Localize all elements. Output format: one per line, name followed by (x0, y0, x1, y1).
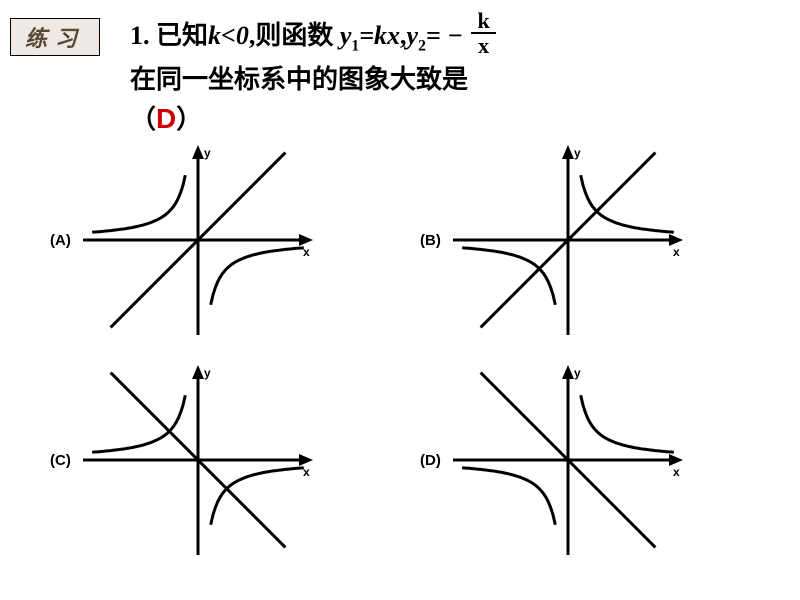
choice-D-graph: xy (453, 365, 683, 555)
paren-close: ） (176, 105, 202, 134)
choice-A-graph: xy (83, 145, 313, 335)
q-number: 1. (130, 21, 150, 50)
choice-C-graph: xy (83, 365, 313, 555)
choice-C-label: (C) (50, 452, 71, 469)
choice-B-label: (B) (420, 232, 441, 249)
q-mid1: ,则函数 (249, 21, 334, 50)
choice-A-label: (A) (50, 232, 71, 249)
choice-B-graph: xy (453, 145, 683, 335)
q-eq: = (359, 21, 374, 50)
svg-text:x: x (673, 465, 680, 479)
answer: D (156, 103, 176, 134)
paren-open: （ (130, 105, 156, 134)
question-line2: 在同一坐标系中的图象大致是 (130, 62, 780, 98)
svg-text:y: y (574, 366, 581, 380)
choices-grid: (A) xy (B) xy (C) xy (D) xy (50, 145, 750, 555)
choice-A: (A) xy (50, 145, 380, 335)
choice-D: (D) xy (420, 365, 750, 555)
q-sub2: 2 (418, 37, 426, 54)
q-prefix: 已知 (156, 21, 208, 50)
fraction: k x (471, 10, 495, 58)
svg-text:x: x (303, 245, 310, 259)
frac-den: x (471, 34, 495, 58)
q-eqneg: = − (426, 21, 463, 50)
header-title: 练习 (25, 26, 85, 51)
svg-text:x: x (673, 245, 680, 259)
frac-num: k (471, 10, 495, 34)
q-kx: kx (374, 21, 400, 50)
question-block: 1. 已知k<0,则函数 y1=kx,y2= − k x 在同一坐标系中的图象大… (130, 14, 780, 138)
q-cond: k<0 (208, 21, 249, 50)
svg-text:y: y (204, 366, 211, 380)
svg-text:y: y (574, 146, 581, 160)
header-badge: 练习 (10, 18, 100, 56)
svg-text:x: x (303, 465, 310, 479)
question-line1: 1. 已知k<0,则函数 y1=kx,y2= − k x (130, 14, 780, 62)
choice-C: (C) xy (50, 365, 380, 555)
q-y2: y (407, 21, 419, 50)
choice-D-label: (D) (420, 452, 441, 469)
answer-row: （D） (130, 99, 780, 138)
q-y1: y (340, 21, 352, 50)
svg-text:y: y (204, 146, 211, 160)
choice-B: (B) xy (420, 145, 750, 335)
